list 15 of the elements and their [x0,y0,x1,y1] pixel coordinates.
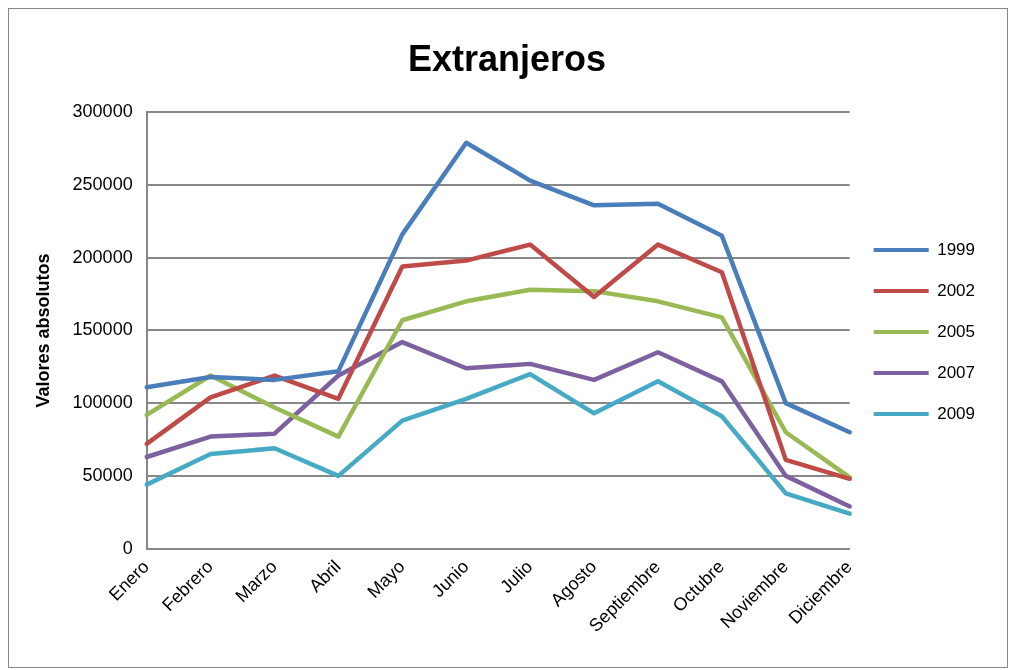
y-tick-label: 300000 [72,101,133,122]
y-tick-label: 50000 [82,464,133,485]
y-tick-label: 250000 [72,173,133,194]
y-tick-label: 150000 [72,319,133,340]
legend-label: 1999 [937,239,976,259]
chart-title: Extranjeros [407,37,607,79]
legend-label: 2002 [937,280,976,300]
y-tick-label: 200000 [72,246,133,267]
legend-label: 2007 [937,362,976,382]
y-tick-label: 0 [122,537,133,558]
legend-label: 2009 [937,403,976,423]
y-tick-label: 100000 [72,392,133,413]
x-tick-label: Julio [496,556,537,597]
y-axis-title: Valores absolutos [32,253,53,408]
legend-label: 2005 [937,321,976,341]
